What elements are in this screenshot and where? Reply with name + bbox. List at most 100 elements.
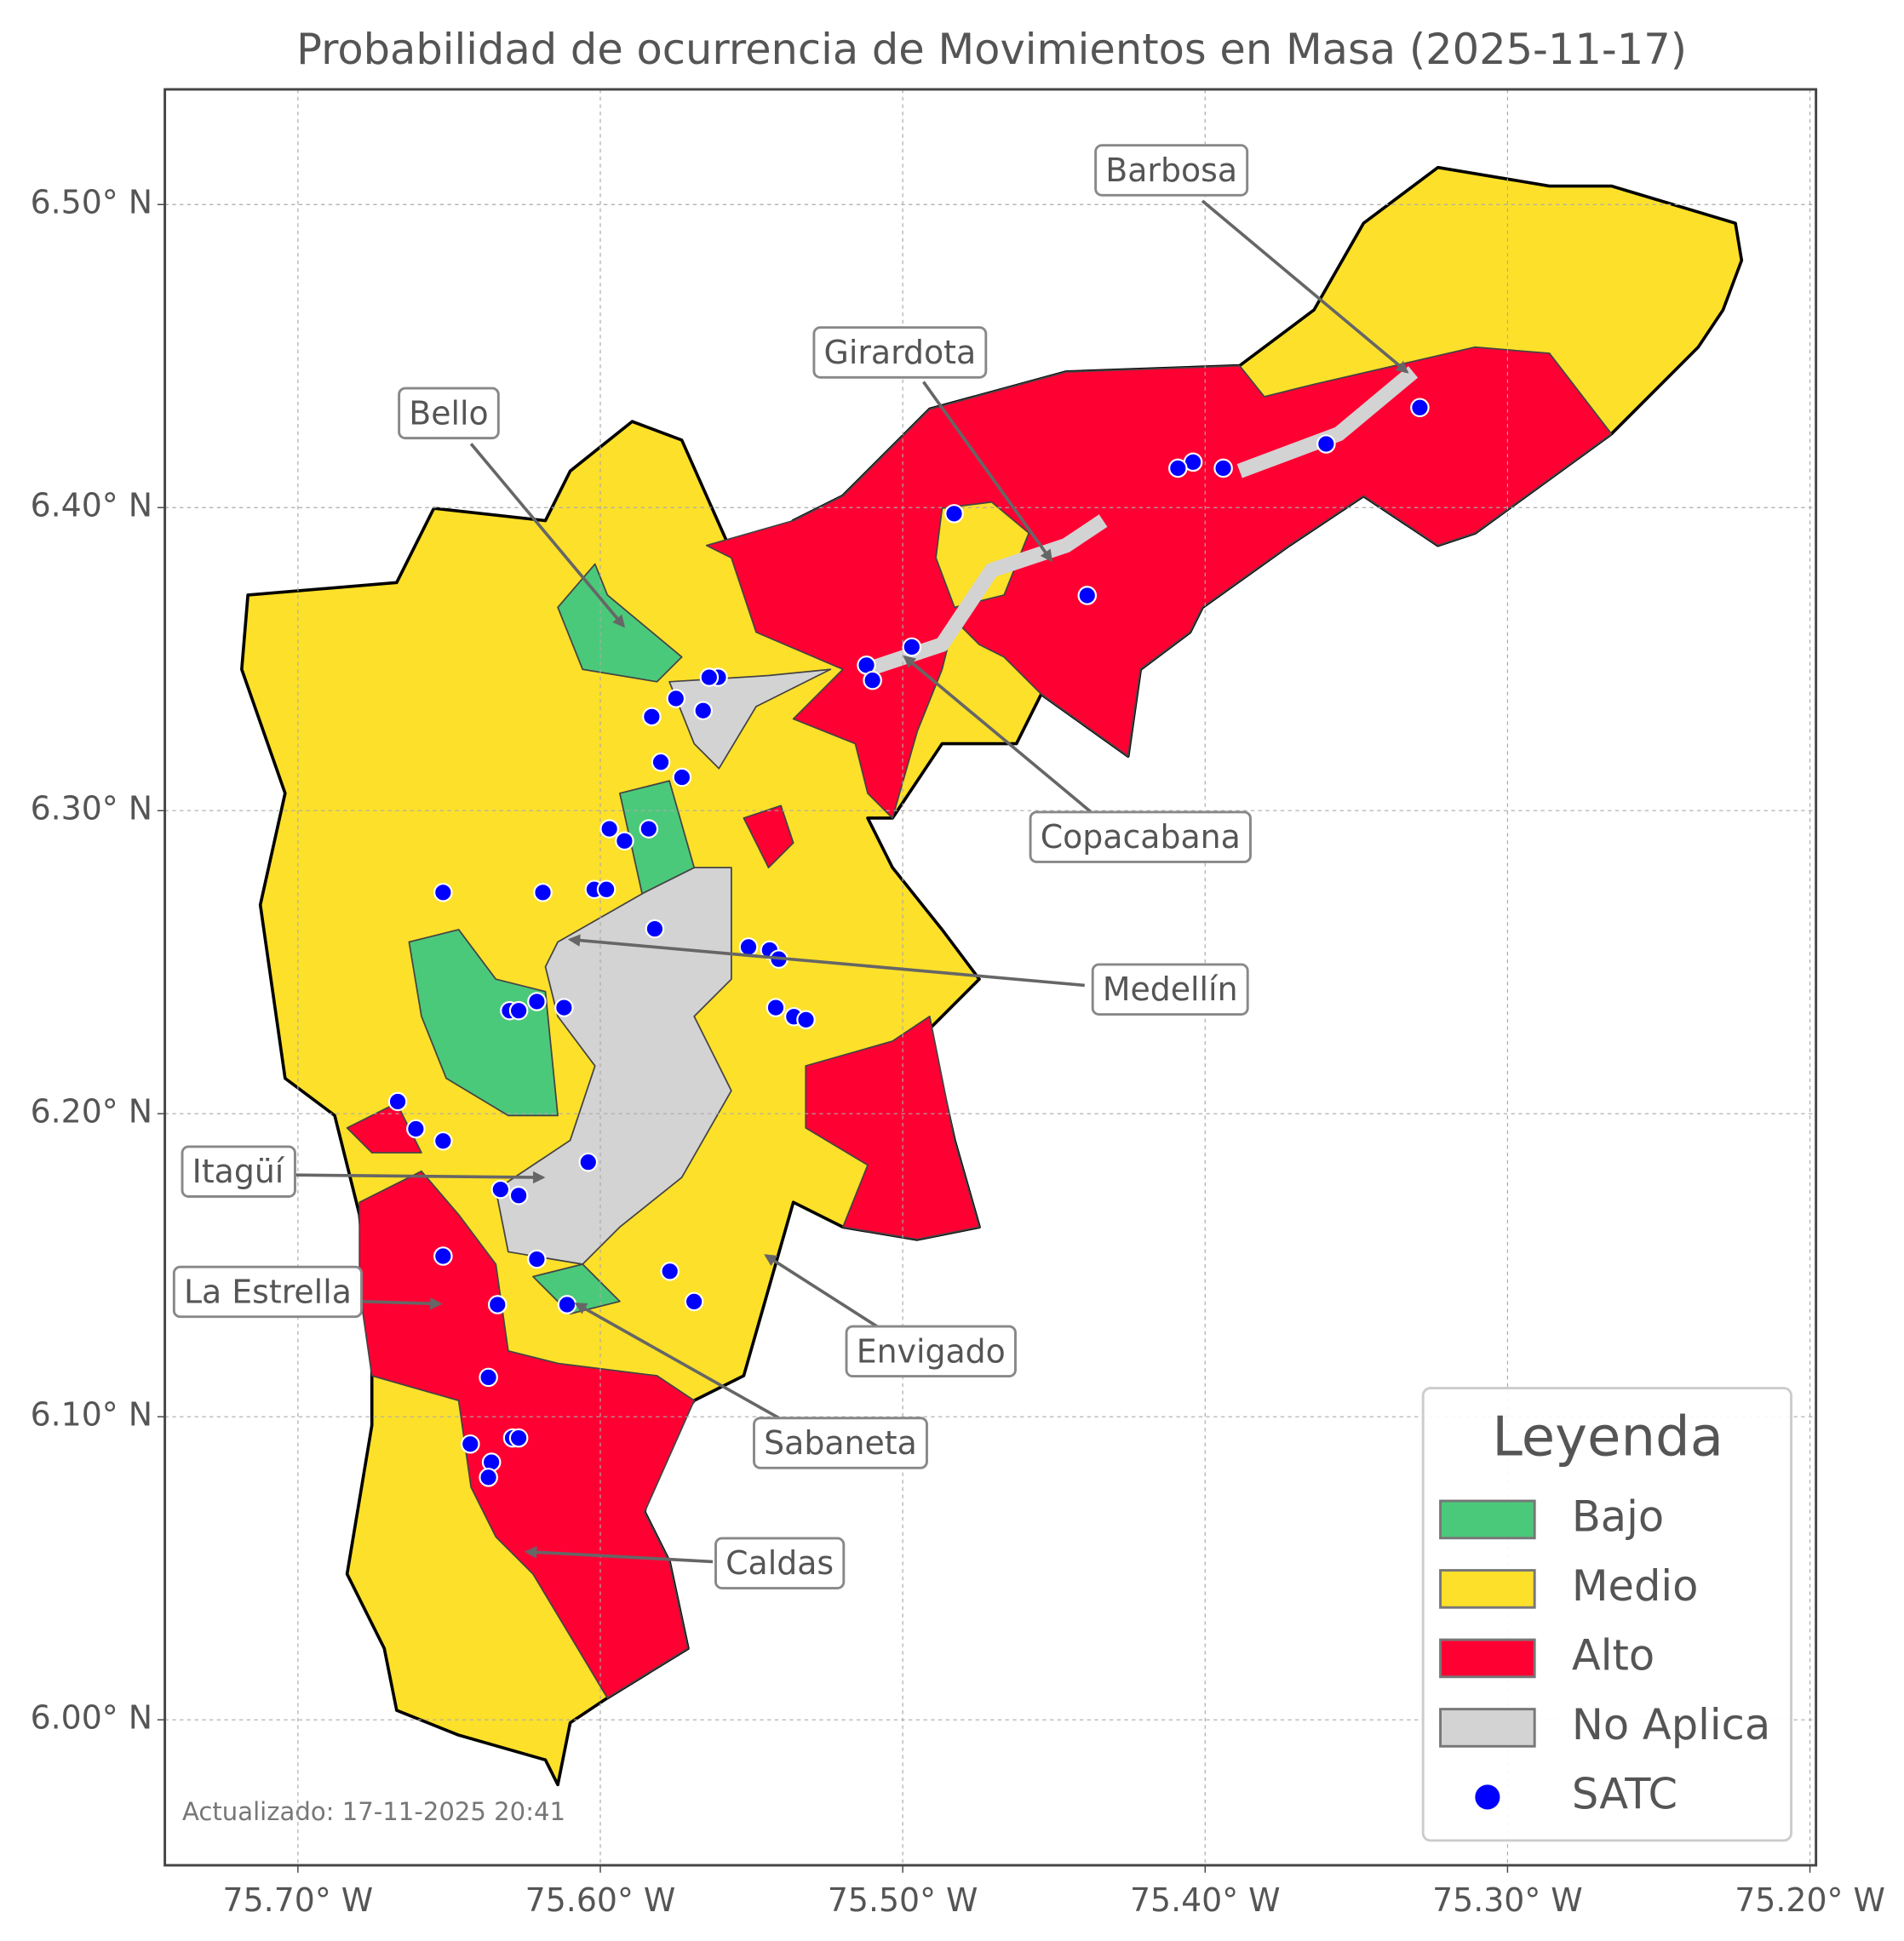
- plot-frame: [163, 88, 1818, 1867]
- station-point: [796, 1010, 816, 1030]
- station-point: [599, 819, 619, 839]
- station-point: [433, 883, 453, 902]
- station-point: [406, 1119, 426, 1139]
- annotation: La Estrella: [172, 1265, 363, 1319]
- legend-marker: [1475, 1784, 1500, 1810]
- annotation-label: Barbosa: [1105, 152, 1237, 189]
- station-point: [578, 1152, 599, 1172]
- annotation-box: [845, 1325, 1017, 1378]
- annotation-arrow: [359, 1297, 443, 1310]
- annotation-box: [753, 1417, 928, 1469]
- annotation: Itagüí: [181, 1145, 296, 1198]
- region-no-aplica: [495, 867, 732, 1265]
- station-point: [1316, 434, 1336, 454]
- station-point: [902, 637, 922, 657]
- legend-label: Alto: [1572, 1630, 1655, 1680]
- y-tick-label: 6.40° N: [31, 487, 152, 524]
- annotation-box: [1029, 810, 1252, 863]
- station-point: [693, 701, 714, 721]
- annotation-box: [812, 326, 988, 379]
- annotation-label: Envigado: [857, 1332, 1006, 1370]
- station-point: [645, 919, 665, 939]
- annotation-label: Sabaneta: [764, 1424, 917, 1462]
- footnote: Actualizado: 17-11-2025 20:41: [182, 1797, 565, 1826]
- legend-swatch: [1439, 1499, 1536, 1540]
- station-point: [1213, 458, 1233, 478]
- annotation-box: [172, 1265, 363, 1319]
- legend-label: Medio: [1572, 1561, 1699, 1611]
- region-bajo: [532, 1263, 621, 1315]
- annotation-label: Copacabana: [1041, 818, 1241, 856]
- legend-title: Leyenda: [1492, 1406, 1723, 1469]
- station-point: [387, 1091, 408, 1112]
- map-title: Probabilidad de ocurrencia de Movimiento…: [296, 25, 1687, 74]
- legend-swatch: [1439, 1569, 1536, 1609]
- annotation: Bello: [398, 386, 500, 440]
- annotation-label: Caldas: [725, 1544, 834, 1582]
- annotation-label: Bello: [409, 394, 488, 432]
- station-point: [433, 1246, 453, 1266]
- station-point: [479, 1468, 498, 1487]
- station-point: [944, 504, 964, 524]
- annotation-arrow: [295, 1171, 546, 1184]
- station-point: [639, 819, 659, 839]
- annotation-box: [398, 386, 500, 440]
- station-point: [1410, 398, 1430, 418]
- annotation-label: Girardota: [824, 334, 977, 371]
- region-alto: [805, 1015, 980, 1240]
- station-point: [508, 1000, 529, 1021]
- station-point: [490, 1179, 511, 1200]
- station-point: [642, 707, 662, 727]
- annotation-arrow: [567, 934, 1085, 988]
- station-point: [863, 670, 882, 690]
- annotation-box: [1094, 144, 1249, 197]
- annotation: Medellín: [1091, 963, 1249, 1016]
- legend-label: Bajo: [1572, 1492, 1664, 1541]
- annotation: Girardota: [812, 326, 988, 379]
- x-tick-label: 75.60° W: [525, 1881, 676, 1919]
- annotation-arrow: [1201, 199, 1409, 374]
- legend-label: SATC: [1572, 1769, 1677, 1818]
- station-point: [666, 689, 686, 708]
- station-point: [651, 752, 671, 772]
- annotation-arrow: [524, 1546, 714, 1564]
- y-tick-label: 6.30° N: [31, 790, 152, 827]
- station-point: [461, 1434, 480, 1454]
- station-point: [684, 1291, 704, 1312]
- station-point: [672, 767, 692, 787]
- annotation-arrow: [764, 1254, 887, 1334]
- x-tick-label: 75.50° W: [828, 1881, 978, 1919]
- legend-swatch: [1439, 1708, 1536, 1748]
- annotation-box: [1091, 963, 1249, 1016]
- station-point: [479, 1367, 498, 1388]
- station-point: [527, 992, 547, 1011]
- annotation: Barbosa: [1094, 144, 1249, 197]
- region-alto: [346, 1102, 422, 1154]
- station-point: [660, 1262, 680, 1281]
- region-alto: [705, 346, 1613, 819]
- annotation: Caldas: [714, 1537, 846, 1589]
- annotation-arrow: [574, 1303, 783, 1421]
- region-bajo: [408, 929, 559, 1117]
- x-tick-label: 75.40° W: [1130, 1881, 1281, 1919]
- x-tick-label: 75.70° W: [223, 1881, 374, 1919]
- station-point: [533, 883, 553, 902]
- station-point: [527, 1249, 547, 1269]
- station-point: [508, 1428, 529, 1448]
- annotation-label: La Estrella: [184, 1273, 352, 1310]
- annotation-box: [714, 1537, 846, 1589]
- station-point: [1168, 458, 1188, 478]
- y-tick-label: 6.10° N: [31, 1396, 152, 1434]
- station-point: [699, 667, 720, 687]
- region-no-aplica: [668, 668, 832, 770]
- annotation-label: Medellín: [1103, 970, 1238, 1008]
- region-alto: [743, 804, 794, 869]
- station-point: [596, 879, 617, 900]
- legend: Leyenda Bajo Medio Alto No Aplica SATC: [1421, 1387, 1792, 1842]
- station-point: [433, 1131, 453, 1151]
- annotation-arrow: [903, 655, 1093, 814]
- station-point: [557, 1295, 577, 1314]
- annotation-arrow: [469, 443, 626, 628]
- annotation-label: Itagüí: [192, 1153, 285, 1190]
